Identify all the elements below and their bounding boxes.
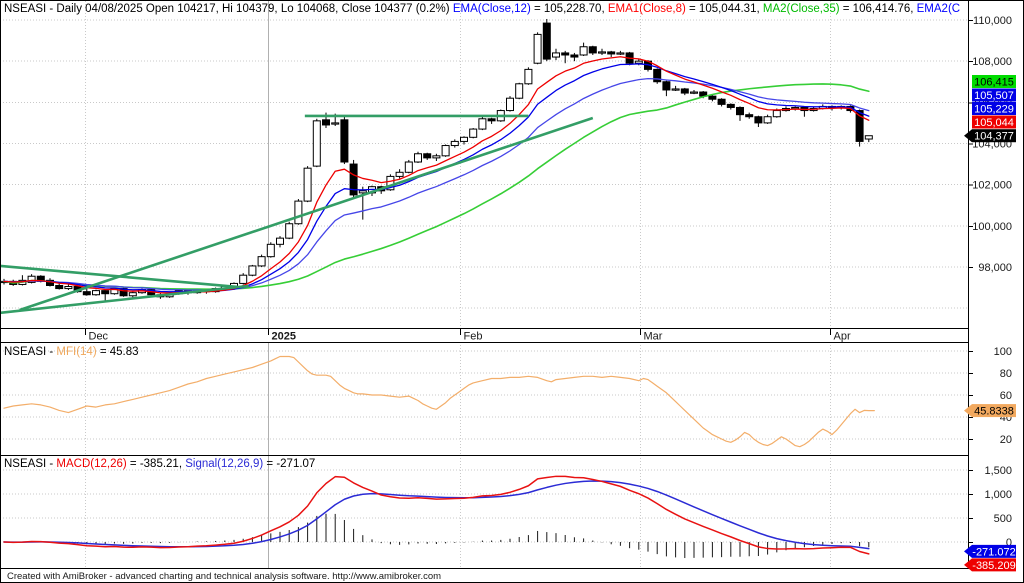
svg-text:104,377: 104,377 — [974, 131, 1014, 143]
macd-line — [3, 475, 870, 555]
mfi-line — [3, 355, 875, 448]
macd-title-segment-0: NSEASI - — [4, 458, 57, 470]
mfi-title-segment-0: NSEASI - — [4, 346, 57, 358]
axis-pill-ema12: 105,229 — [972, 101, 1016, 115]
price-title-segment-0: NSEASI - Daily 04/08/2025 Open 104217, H… — [4, 3, 453, 15]
axis-pill-signal-value: -271.072 — [964, 544, 1016, 558]
gridlines — [0, 1, 968, 568]
footer-credit-text: Created with AmiBroker - advanced charti… — [7, 571, 442, 582]
y-axis-label: 98,000 — [978, 262, 1012, 274]
mfi-pane-title: NSEASI - MFI(14) = 45.83 — [4, 346, 960, 359]
y-axis-label: 1,000 — [984, 489, 1012, 501]
y-axis-label: 20 — [1000, 434, 1012, 446]
mfi-title-segment-1: MFI(14) — [56, 346, 97, 358]
macd-title-segment-3: Signal(12,26,9) — [185, 458, 264, 470]
y-axis-label: 100 — [994, 346, 1012, 358]
x-axis-month-labels: Dec 2025 Feb Mar Apr — [85, 329, 851, 343]
footer-credit: Created with AmiBroker - advanced charti… — [7, 571, 441, 582]
month-label-dec: Dec — [89, 331, 109, 343]
month-label-2025: 2025 — [272, 331, 296, 343]
axis-pill-ema20: 105,507 — [972, 88, 1016, 102]
svg-text:105,507: 105,507 — [974, 90, 1014, 102]
price-pane-title: NSEASI - Daily 04/08/2025 Open 104217, H… — [4, 3, 960, 16]
mfi-title-segment-2: = 45.83 — [96, 346, 139, 358]
trendline-2[interactable] — [0, 284, 249, 315]
month-label-apr: Apr — [834, 331, 851, 343]
svg-text:106,415: 106,415 — [974, 76, 1014, 88]
month-label-mar: Mar — [644, 331, 663, 343]
macd-title-segment-4: = -271.07 — [263, 458, 316, 470]
ema8-line — [3, 56, 870, 294]
axis-pill-ma35: 106,415 — [972, 74, 1016, 88]
price-title-segment-5: MA2(Close,35) — [762, 3, 840, 15]
y-axis-label: 1,500 — [984, 465, 1012, 477]
y-axis-label: 0 — [1006, 537, 1012, 549]
y-axis-label: 500 — [994, 513, 1012, 525]
macd-signal-line — [3, 480, 870, 550]
price-title-segment-3: EMA1(Close,8) — [607, 3, 686, 15]
price-title-segment-1: EMA(Close,12) — [452, 3, 531, 15]
axis-pill-close: 104,377 — [964, 129, 1016, 143]
month-label-feb: Feb — [464, 331, 483, 343]
y-axis-label: 100,000 — [972, 221, 1012, 233]
macd-title-segment-2: = -385.21, — [126, 458, 186, 470]
y-axis-label: 102,000 — [972, 180, 1012, 192]
y-axis-label: 108,000 — [972, 56, 1012, 68]
price-title-segment-2: = 105,228.70, — [530, 3, 608, 15]
y-axis-label: 80 — [1000, 368, 1012, 380]
trendline-3[interactable] — [19, 116, 594, 312]
y-axis-label: 60 — [1000, 390, 1012, 402]
svg-text:-271.072: -271.072 — [972, 546, 1015, 558]
axis-pill-ema8: 105,044 — [972, 115, 1016, 129]
axis-pill-mfi-value: 45.8338 — [964, 404, 1016, 418]
price-title-segment-4: = 105,044.31, — [685, 3, 763, 15]
svg-text:-385.209: -385.209 — [972, 560, 1015, 572]
macd-pane-title: NSEASI - MACD(12,26) = -385.21, Signal(1… — [4, 458, 960, 471]
svg-text:45.8338: 45.8338 — [974, 406, 1014, 418]
axis-pill-macd-value: -385.209 — [964, 558, 1016, 572]
price-title-segment-7: EMA2(Close,20) — [916, 3, 960, 15]
macd-title-segment-1: MACD(12,26) — [56, 458, 127, 470]
price-title-segment-6: = 106,414.76, — [839, 3, 917, 15]
svg-text:105,229: 105,229 — [974, 103, 1014, 115]
y-axis-label: 110,000 — [973, 15, 1012, 27]
svg-text:105,044: 105,044 — [974, 117, 1014, 129]
